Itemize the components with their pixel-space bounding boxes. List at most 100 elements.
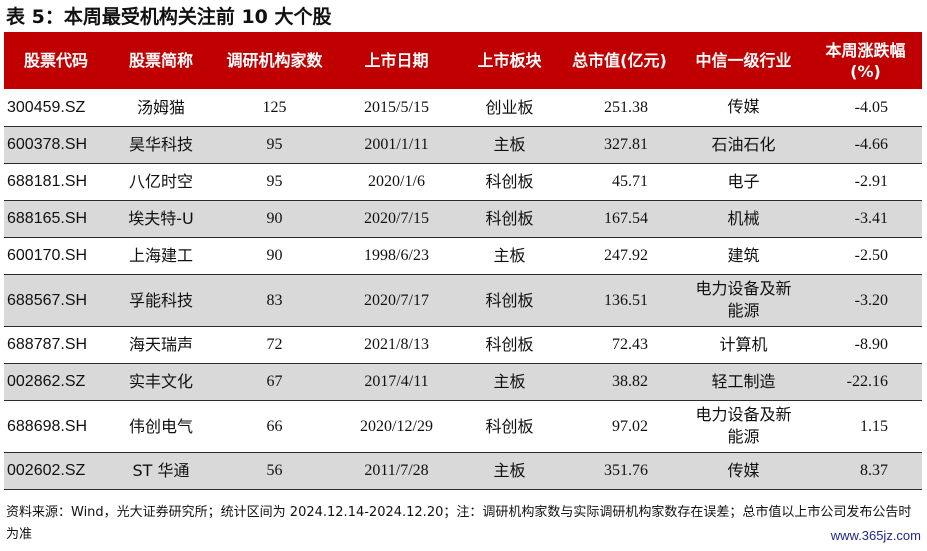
cell-industry: 轻工制造 (711, 371, 776, 391)
cell-code: 688181.SH (7, 173, 88, 190)
cell-change: -2.91 (854, 173, 888, 190)
cell-code: 300459.SZ (7, 98, 86, 116)
cell-board: 科创板 (485, 335, 534, 354)
cell-listing-date: 2017/4/11 (364, 373, 429, 390)
header-cell: 上市日期 (364, 51, 429, 70)
cell-institutions: 72 (266, 336, 283, 353)
table-row: 688698.SH 伟创电气 66 2020/12/29 科创板 97.02 电力设备及新 … (4, 400, 922, 452)
cell-code: 600170.SH (7, 247, 88, 264)
cell-code: 688567.SH (7, 291, 88, 309)
cell-change: -4.05 (854, 98, 888, 116)
cell-code: 688165.SH (7, 210, 88, 227)
cell-institutions: 95 (266, 136, 283, 153)
cell-market-cap: 251.38 (604, 98, 648, 116)
table-title: 表 5：本周最受机构关注前 10 大个股 (6, 6, 332, 28)
cell-change: 1.15 (860, 417, 888, 435)
cell-institutions: 67 (266, 373, 283, 390)
cell-market-cap: 72.43 (612, 336, 648, 353)
cell-change: -2.50 (854, 247, 888, 264)
cell-market-cap: 45.71 (612, 173, 648, 190)
cell-board: 主板 (493, 246, 526, 265)
cell-industry: 传媒 (727, 97, 760, 117)
cell-code: 600378.SH (7, 136, 88, 153)
table-row: 300459.SZ 汤姆猫 125 2015/5/15 创业板 251.38 传媒 -4.05 (4, 89, 922, 126)
cell-listing-date: 2020/7/15 (364, 210, 429, 227)
cell-board: 主板 (493, 461, 526, 480)
cell-industry: 电力设备及新 能源 (695, 405, 792, 446)
cell-listing-date: 1998/6/23 (364, 247, 429, 264)
header-cell: 总市值(亿元) (572, 51, 667, 70)
cell-industry: 计算机 (719, 334, 768, 354)
cell-name: 埃夫特-U (128, 209, 194, 228)
cell-institutions: 90 (266, 247, 283, 264)
stock-table: 股票代码 股票简称 调研机构家数 上市日期 上市板块 总市值(亿元) 中信一级行业 本周涨跌幅… (4, 32, 922, 490)
cell-market-cap: 136.51 (604, 291, 648, 309)
table-row: 688567.SH 孚能科技 83 2020/7/17 科创板 136.51 电力设备及新 … (4, 274, 922, 326)
cell-listing-date: 2011/7/28 (364, 462, 429, 479)
cell-institutions: 95 (266, 173, 283, 190)
cell-name: ST 华通 (132, 461, 190, 480)
cell-board: 科创板 (485, 416, 534, 436)
cell-change: -22.16 (846, 373, 888, 390)
cell-board: 主板 (493, 135, 526, 154)
cell-name: 上海建工 (128, 246, 193, 265)
cell-change: -8.90 (854, 336, 888, 353)
table-row: 688181.SH 八亿时空 95 2020/1/6 科创板 45.71 电子 -2.91 (4, 163, 922, 200)
cell-board: 科创板 (485, 209, 534, 228)
cell-code: 688698.SH (7, 417, 88, 435)
header-cell: 本周涨跌幅 (%) (825, 40, 906, 81)
cell-board: 创业板 (485, 97, 534, 117)
cell-market-cap: 167.54 (604, 210, 648, 227)
cell-market-cap: 351.76 (604, 462, 648, 479)
cell-institutions: 83 (266, 291, 283, 309)
header-cell: 中信一级行业 (695, 51, 792, 70)
cell-code: 688787.SH (7, 336, 88, 353)
cell-institutions: 56 (266, 462, 283, 479)
cell-name: 昊华科技 (128, 135, 193, 154)
cell-market-cap: 247.92 (604, 247, 648, 264)
cell-industry: 电子 (727, 171, 760, 191)
cell-name: 伟创电气 (128, 416, 193, 436)
cell-board: 科创板 (485, 172, 534, 191)
header-cell: 调研机构家数 (226, 51, 323, 70)
table-row: 688787.SH 海天瑞声 72 2021/8/13 科创板 72.43 计算机 -8.90 (4, 326, 922, 363)
table-row: 002602.SZ ST 华通 56 2011/7/28 主板 351.76 传媒 8.37 (4, 452, 922, 489)
cell-industry: 机械 (727, 208, 760, 228)
cell-market-cap: 38.82 (612, 373, 648, 390)
cell-institutions: 125 (262, 98, 287, 116)
cell-board: 主板 (493, 372, 526, 391)
cell-industry: 传媒 (727, 460, 760, 480)
cell-listing-date: 2020/1/6 (368, 173, 425, 190)
header-cell: 股票代码 (23, 51, 88, 70)
cell-listing-date: 2020/7/17 (364, 291, 429, 309)
table-row: 002862.SZ 实丰文化 67 2017/4/11 主板 38.82 轻工制造 -22.1… (4, 363, 922, 400)
cell-board: 科创板 (485, 290, 534, 310)
cell-name: 海天瑞声 (128, 335, 193, 354)
cell-name: 八亿时空 (128, 172, 193, 191)
cell-name: 汤姆猫 (136, 97, 185, 117)
cell-change: 8.37 (860, 462, 888, 479)
cell-listing-date: 2021/8/13 (364, 336, 429, 353)
table-row: 600170.SH 上海建工 90 1998/6/23 主板 247.92 建筑 -2.50 (4, 237, 922, 274)
cell-listing-date: 2015/5/15 (364, 98, 429, 116)
cell-change: -4.66 (854, 136, 888, 153)
cell-institutions: 66 (266, 417, 283, 435)
table-row: 600378.SH 昊华科技 95 2001/1/11 主板 327.81 石油石化 -4.6… (4, 126, 922, 163)
watermark-text: www.365jz.com (830, 528, 921, 543)
table-body: 300459.SZ 汤姆猫 125 2015/5/15 创业板 251.38 传媒 -4.05… (4, 89, 922, 489)
header-cell: 上市板块 (477, 51, 542, 70)
cell-code: 002602.SZ (7, 462, 86, 479)
cell-market-cap: 97.02 (612, 417, 648, 435)
source-note: 资料来源：Wind，光大证券研究所；统计区间为 2024.12.14-2024.… (6, 505, 912, 542)
cell-change: -3.41 (854, 210, 888, 227)
cell-name: 实丰文化 (128, 372, 193, 391)
cell-listing-date: 2020/12/29 (360, 417, 433, 435)
cell-industry: 建筑 (727, 245, 760, 265)
stock-table-container: 股票代码 股票简称 调研机构家数 上市日期 上市板块 总市值(亿元) 中信一级行业 本周涨跌幅… (4, 32, 922, 490)
cell-listing-date: 2001/1/11 (364, 136, 429, 153)
cell-market-cap: 327.81 (604, 136, 648, 153)
table-row: 688165.SH 埃夫特-U 90 2020/7/15 科创板 167.54 机械 -3.4… (4, 200, 922, 237)
cell-code: 002862.SZ (7, 373, 86, 390)
table-header-row: 股票代码 股票简称 调研机构家数 上市日期 上市板块 总市值(亿元) 中信一级行业 本周涨跌幅… (4, 32, 922, 89)
header-cell: 股票简称 (128, 51, 193, 70)
